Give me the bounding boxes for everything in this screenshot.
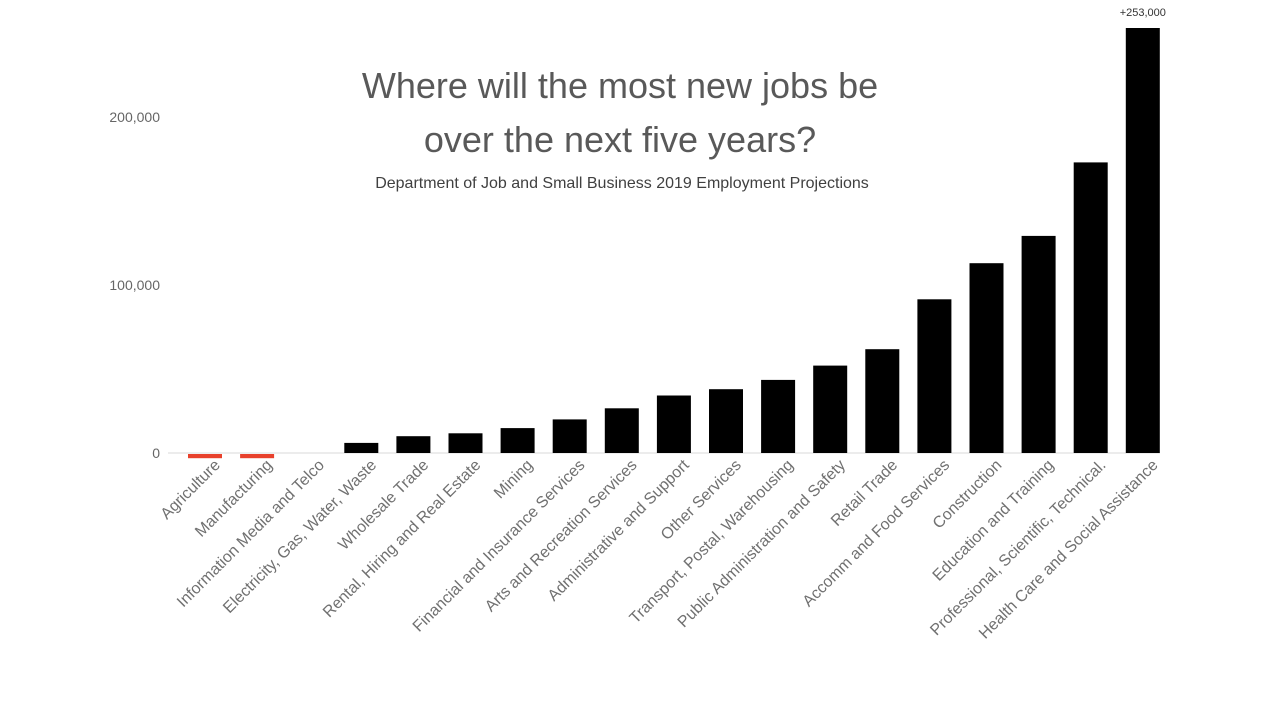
bar	[604, 408, 639, 453]
bar	[709, 389, 743, 453]
bar	[1073, 162, 1108, 453]
y-tick-label: 0	[152, 445, 160, 461]
y-tick-label: 100,000	[109, 277, 160, 293]
chart-title-line-1: Where will the most new jobs be	[362, 65, 878, 106]
bar	[240, 454, 275, 459]
y-tick-label: 200,000	[109, 109, 160, 125]
bar	[188, 454, 222, 459]
bar	[656, 395, 691, 453]
data-labels: +253,000	[1120, 7, 1166, 19]
bar-series	[188, 28, 1160, 459]
bar	[396, 436, 431, 453]
bar	[552, 419, 587, 453]
bar	[865, 349, 900, 453]
bar	[761, 379, 796, 453]
data-label: +253,000	[1120, 7, 1166, 19]
y-axis: 0 100,000 200,000	[109, 109, 160, 461]
bar	[813, 365, 848, 453]
bar	[500, 428, 535, 453]
chart-subtitle: Department of Job and Small Business 201…	[375, 175, 869, 192]
bar	[969, 263, 1004, 453]
bar	[1021, 235, 1056, 453]
bar	[917, 299, 952, 453]
bar	[344, 442, 379, 453]
bar	[448, 433, 483, 453]
chart-title-line-2: over the next five years?	[424, 119, 816, 160]
bar	[1125, 28, 1160, 453]
